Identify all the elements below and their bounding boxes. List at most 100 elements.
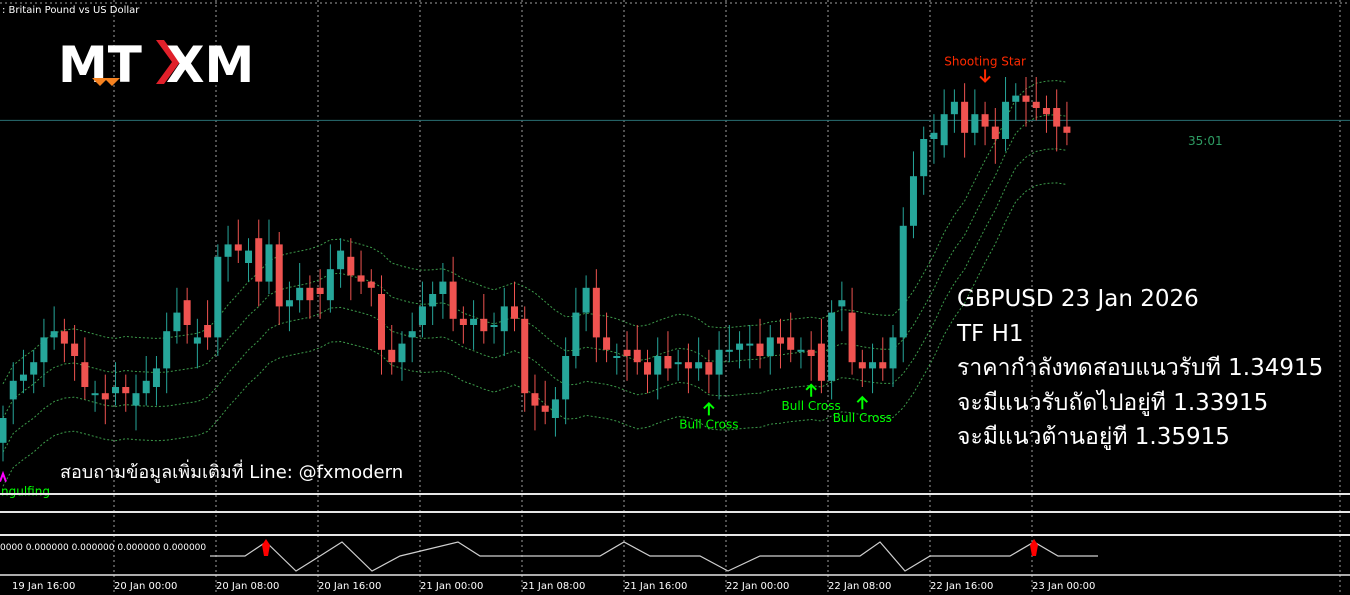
info-timeframe: TF H1: [957, 320, 1024, 347]
candle: [736, 331, 744, 369]
candle: [562, 337, 570, 425]
candle: [367, 269, 375, 307]
candle: [1012, 83, 1020, 121]
candle-body: [981, 114, 989, 127]
candle-body: [183, 300, 191, 325]
candle-body: [920, 139, 928, 177]
candle-body: [296, 287, 304, 301]
candle-body: [132, 393, 140, 406]
candle: [214, 244, 222, 356]
candle: [961, 83, 969, 158]
time-axis-label: 19 Jan 16:00: [12, 581, 75, 592]
candle-body: [500, 306, 508, 332]
candle-body: [828, 312, 836, 381]
annotation-label: Bull Cross: [833, 411, 892, 425]
candle-body: [1042, 108, 1050, 115]
candle-body: [0, 418, 7, 443]
candle: [449, 256, 457, 332]
candle: [40, 318, 48, 387]
candle-body: [736, 343, 744, 350]
candle-body: [152, 368, 160, 387]
ma-band-line: [2, 182, 1067, 487]
time-axis-label: 22 Jan 08:00: [828, 581, 891, 592]
contact-line: สอบถามข้อมูลเพิ่มเติมที่ Line: @fxmodern: [60, 462, 404, 483]
candle: [1042, 95, 1050, 133]
candle: [60, 318, 68, 363]
candle: [572, 287, 580, 369]
candle: [920, 126, 928, 195]
candle: [940, 89, 948, 158]
candles: [0, 77, 1071, 462]
candle-body: [684, 362, 692, 369]
candle-body: [562, 356, 570, 400]
time-axis-label: 22 Jan 00:00: [726, 581, 789, 592]
candle-body: [766, 337, 774, 356]
candle: [521, 306, 529, 412]
annotation-engulfing: ngulfing: [0, 470, 50, 499]
candle-body: [224, 244, 232, 257]
mtxm-logo: MT XM: [58, 36, 254, 90]
candle: [398, 331, 406, 381]
candle: [19, 349, 27, 394]
candle-body: [122, 387, 130, 394]
candle-body: [101, 393, 109, 400]
candle-body: [19, 374, 27, 381]
candle-body: [725, 349, 733, 352]
candle: [848, 287, 856, 375]
candle: [1032, 77, 1040, 121]
candle-body: [1063, 126, 1071, 133]
indicator-zigzag-line: [210, 541, 1098, 572]
candle: [531, 374, 539, 431]
candle-body: [388, 349, 396, 363]
candle-body: [112, 387, 120, 394]
candle-body: [541, 405, 549, 412]
candle-body: [582, 287, 590, 313]
candle: [817, 318, 825, 394]
candle-body: [838, 300, 846, 307]
candle: [245, 238, 253, 282]
candle-body: [204, 325, 212, 338]
candle: [950, 89, 958, 133]
candle-body: [398, 343, 406, 363]
candle-body: [695, 362, 703, 369]
candle-body: [408, 331, 416, 338]
candle: [285, 281, 293, 332]
candle: [909, 151, 917, 239]
candle: [766, 325, 774, 375]
candle-body: [817, 343, 825, 381]
info-resistance: จะมีแนวต้านอยู่ที 1.35915: [957, 424, 1230, 450]
candle: [1063, 101, 1071, 146]
candle-body: [613, 356, 621, 358]
candle: [592, 269, 600, 363]
logo-red-arrow: [156, 40, 180, 84]
candle-body: [81, 362, 89, 387]
candle-body: [173, 312, 181, 332]
candle-body: [654, 356, 662, 375]
time-axis-label: 22 Jan 16:00: [930, 581, 993, 592]
candle: [337, 238, 345, 288]
candle-body: [889, 337, 897, 369]
candle-body: [521, 318, 529, 394]
candle: [664, 331, 672, 381]
candle: [91, 380, 99, 412]
candle: [756, 318, 764, 369]
annotation-bull: Bull Cross: [833, 395, 892, 425]
arrow-up-icon: [856, 395, 869, 410]
time-axis-label: 21 Jan 00:00: [420, 581, 483, 592]
candle-body: [60, 331, 68, 344]
candle: [193, 318, 201, 369]
candle: [347, 238, 355, 301]
candle-body: [930, 132, 938, 139]
candle: [991, 108, 999, 164]
candle: [746, 325, 754, 369]
candle-body: [40, 337, 48, 363]
time-axis-label: 20 Jan 16:00: [318, 581, 381, 592]
candle-body: [1022, 95, 1030, 102]
annotation-bull: Bull Cross: [782, 383, 841, 413]
candle: [480, 294, 488, 344]
candle-body: [592, 287, 600, 338]
candle-body: [163, 331, 171, 369]
candle-body: [347, 256, 355, 276]
